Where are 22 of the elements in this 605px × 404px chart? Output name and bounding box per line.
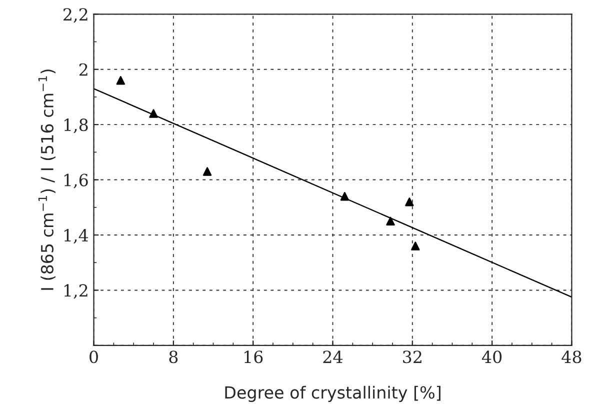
y-tick-label: 1,4 [64,228,88,244]
x-tick-label: 0 [90,350,98,364]
y-tick-label: 2 [79,63,88,76]
x-tick-label: 16 [244,350,263,364]
x-tick-label: 8 [169,350,178,364]
x-tick-label: 24 [323,350,343,363]
x-tick-label: 32 [403,350,422,364]
point [149,109,158,118]
x-tick-label: 40 [482,350,502,364]
x-axis-title: Degree of crystallinity [%] [225,386,440,402]
y-axis-title: I (865 cm$^{−1}$) / I (516 cm$^{−1}$) [38,70,56,290]
point [340,192,350,201]
y-tick-label: 1,2 [64,284,88,299]
y-tick-label: 2,2 [64,8,88,23]
y-tick-label: 1,8 [64,118,88,134]
point [116,76,126,85]
x-tick-label: 48 [562,350,582,364]
point [405,197,414,206]
point [386,216,395,226]
y-tick-label: 1,6 [64,174,88,188]
point [202,167,212,176]
point [411,242,420,250]
